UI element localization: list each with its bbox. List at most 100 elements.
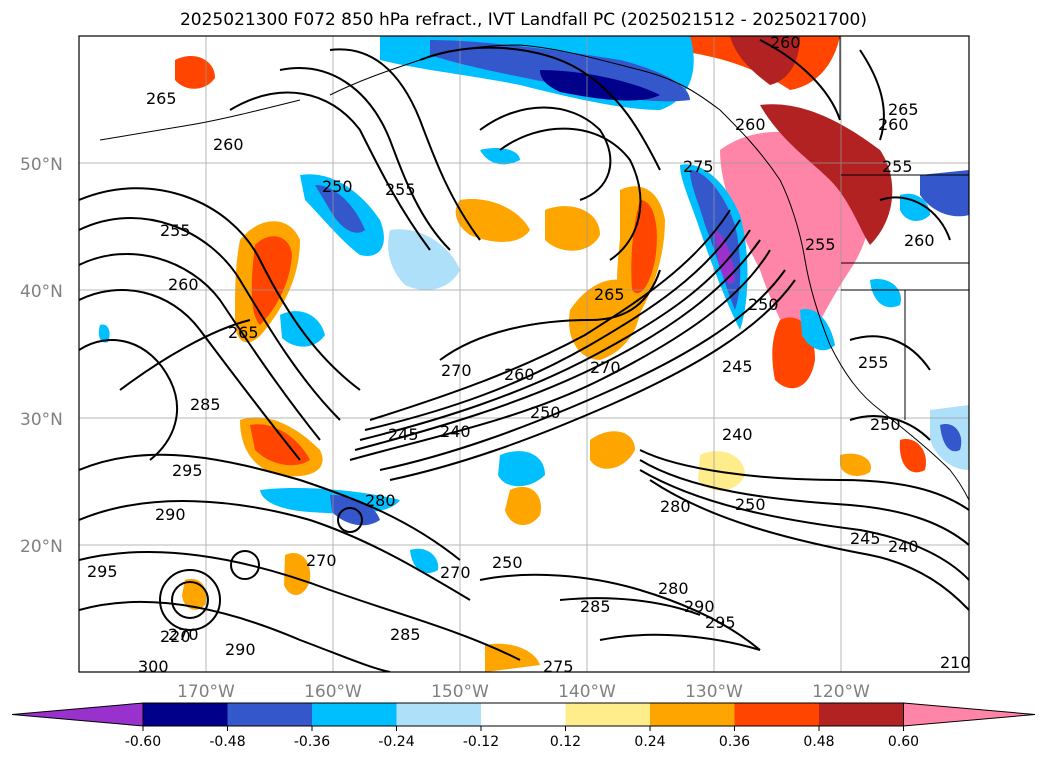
figure-title: 2025021300 F072 850 hPa refract., IVT La… [179, 10, 867, 30]
contour-label: 285 [580, 597, 611, 616]
contour-label: 285 [390, 625, 421, 644]
contour-label: 265 [888, 100, 919, 119]
colorbar-segment [143, 703, 228, 726]
contour-label: 270 [441, 361, 472, 380]
colorbar-tick-label: -0.48 [209, 734, 245, 750]
contour-label: 300 [138, 657, 169, 676]
colorbar-tick-label: 0.48 [803, 734, 834, 750]
contour-label: 260 [168, 275, 199, 294]
contour-label: 245 [850, 529, 881, 548]
contour-label: 255 [882, 157, 913, 176]
colorbar-segment [312, 703, 397, 726]
lat-label-40n: 40°N [20, 282, 63, 302]
contour-label: 250 [748, 295, 779, 314]
contour-label: 280 [658, 579, 689, 598]
shade-blue-center [388, 229, 460, 290]
shade-orange-hi [590, 431, 635, 469]
shade-orange-se [840, 453, 871, 476]
contour-label: 270 [440, 563, 471, 582]
contour-label: 280 [365, 491, 396, 510]
contour-label: 260 [770, 33, 801, 52]
lon-label-150w: 150°W [431, 682, 489, 702]
lat-label-20n: 20°N [20, 537, 63, 557]
shade-blue-gulf [480, 148, 520, 165]
contour-label: 240 [888, 537, 919, 556]
shade-blue-east [870, 279, 901, 308]
lat-label-50n: 50°N [20, 155, 63, 175]
shade-blue-se2 [940, 424, 962, 452]
graticule [79, 36, 969, 672]
contour-label: 290 [155, 505, 186, 524]
contour-label: 220 [160, 627, 191, 646]
shade-royal-mid [315, 185, 365, 233]
shade-yellow-hi [698, 451, 745, 491]
shade-blue-small [410, 548, 439, 574]
contour-label: 280 [660, 497, 691, 516]
contour-label: 285 [190, 395, 221, 414]
longitude-labels: 170°W 160°W 150°W 140°W 130°W 120°W [177, 682, 870, 702]
coastlines [99, 36, 969, 501]
contour-label: 290 [684, 597, 715, 616]
contour-label: 260 [878, 115, 909, 134]
colorbar-tick-label: -0.36 [294, 734, 330, 750]
contour-label: 270 [306, 551, 337, 570]
contour-label: 245 [722, 357, 753, 376]
shade-orange-tropic2 [182, 578, 207, 610]
shade-blue-coast [800, 309, 835, 351]
colorbar-tick-label: 0.24 [634, 734, 665, 750]
shade-orange-sub [505, 486, 541, 526]
lon-label-170w: 170°W [177, 682, 235, 702]
contour-label: 260 [504, 365, 535, 384]
colorbar-tick-label: 0.12 [550, 734, 581, 750]
colorbar-extend-min [11, 702, 144, 727]
map-area: 265 260 250 255 255 260 265 285 295 290 … [79, 33, 969, 676]
lon-label-160w: 160°W [304, 682, 362, 702]
contour-label: 290 [225, 640, 256, 659]
contour-label: 295 [705, 613, 736, 632]
lon-label-140w: 140°W [558, 682, 616, 702]
shade-blue-w [280, 311, 325, 347]
contour-label: 250 [870, 415, 901, 434]
contour-label: 275 [543, 657, 574, 676]
shade-blue-east2 [900, 193, 930, 222]
shade-royal-east [920, 170, 969, 217]
lon-label-120w: 120°W [812, 682, 870, 702]
contour-label: 240 [440, 422, 471, 441]
contour-label: 270 [590, 358, 621, 377]
colorbar: -0.60 -0.48 -0.36 -0.24 -0.12 0.12 0.24 0.36 0.4… [11, 702, 1036, 750]
lon-label-130w: 130°W [685, 682, 743, 702]
contour-label: 265 [228, 323, 259, 342]
colorbar-segment [650, 703, 735, 726]
contour-label: 260 [904, 231, 935, 250]
shade-orange-tropic [284, 552, 311, 596]
contour-label: 255 [160, 221, 191, 240]
colorbar-tick-label: -0.24 [378, 734, 414, 750]
contour-label: 255 [385, 180, 416, 199]
shade-red-coast [760, 104, 893, 245]
contour-label: 250 [322, 177, 353, 196]
contour-label: 270 [168, 625, 199, 644]
shade-darkred-alaska [730, 36, 800, 85]
contour-label: 265 [146, 89, 177, 108]
map-frame [78, 35, 970, 673]
shade-pink-coast [720, 131, 871, 360]
shade-purple-stripe [715, 230, 735, 284]
contour-label: 295 [87, 562, 118, 581]
latitude-labels: 50°N 40°N 30°N 20°N [20, 155, 63, 557]
contour-label: 295 [172, 461, 203, 480]
colorbar-segment [481, 703, 566, 726]
contour-label: 250 [530, 403, 561, 422]
contour-label: 250 [735, 495, 766, 514]
contour-label: 260 [735, 115, 766, 134]
shade-orange-far-west [175, 56, 215, 89]
shading-negative [98, 36, 969, 574]
colorbar-segment [227, 703, 312, 726]
contour-label: 275 [683, 157, 714, 176]
contour-label: 255 [805, 235, 836, 254]
colorbar-segment [819, 703, 904, 726]
shade-blue-far-west [98, 324, 110, 343]
contour-label: 265 [594, 285, 625, 304]
colorbar-tick-label: 0.60 [888, 734, 919, 750]
contour-lines [79, 39, 969, 672]
